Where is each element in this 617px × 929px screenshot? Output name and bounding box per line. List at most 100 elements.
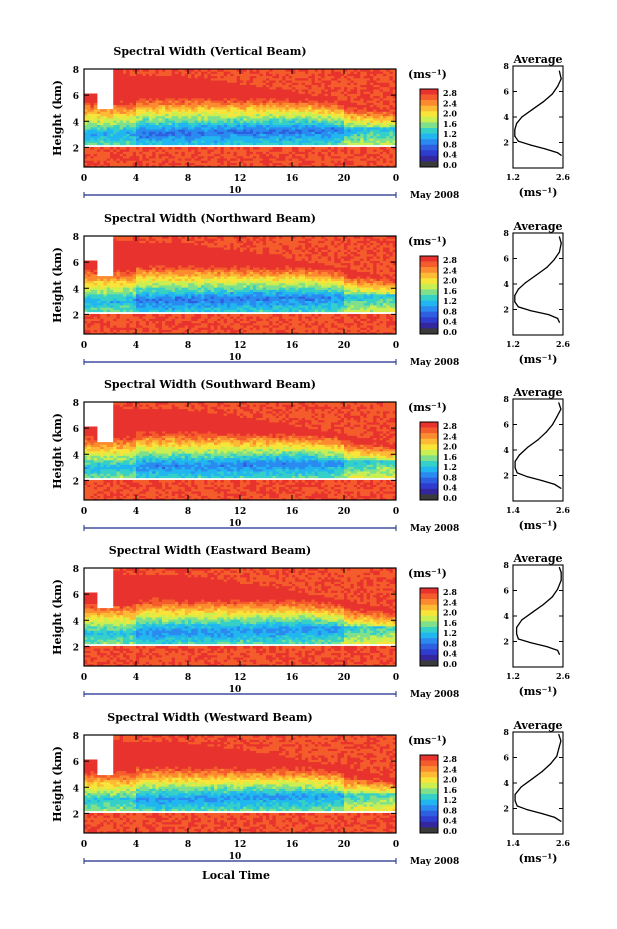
avg-y-tick-label: 4 [503,112,509,122]
heatmap-cell [302,147,306,150]
heatmap-cell [123,147,127,150]
heatmap-cells [84,69,396,167]
average-profile-point [557,152,558,153]
heatmap-cell [328,147,332,150]
heatmap-cell [224,147,228,150]
heatmap-cell [351,147,355,150]
colorbar-tick-label: 0.0 [443,160,457,170]
heatmap-cell [175,147,179,150]
heatmap-cell [104,109,108,112]
heatmap-cell [263,147,267,150]
avg-y-tick-label: 2 [503,138,509,148]
heatmap-cell [104,276,108,279]
x-tick-label: 0 [81,174,87,184]
heatmap-cell [373,147,377,150]
heatmap-cell [100,109,104,112]
heatmap-cell [377,147,381,150]
heatmap-cell [185,147,189,150]
y-tick-label: 2 [73,144,79,154]
heatmap-cell [117,314,121,317]
heatmap-cell [214,147,218,150]
heatmap-cell [100,276,104,279]
heatmap-cell [334,147,338,150]
heatmap-cell [107,314,111,317]
heatmap-cell [94,147,98,150]
heatmap-cell [260,147,264,150]
x-tick-label: 16 [286,174,299,184]
heatmap-cell [110,147,114,150]
heatmap-cell [341,147,345,150]
heatmap-cell [240,147,244,150]
heatmap-cell [91,147,95,150]
colorbar-tick-label: 1.2 [443,129,457,139]
heatmap-cell [169,147,173,150]
heatmap-cell [100,314,104,317]
heatmap-cell [195,147,199,150]
heatmap-cell [133,147,137,150]
colorbar-swatch [420,117,438,123]
heatmap-cell [247,147,251,150]
heatmap-cell [217,147,221,150]
y-tick-label: 4 [73,118,79,128]
average-profile-point [514,136,515,137]
average-profile-point [561,155,562,156]
avg-x-tick-label: 2.6 [556,172,570,182]
heatmap-cell [234,147,238,150]
heatmap-cell [338,147,342,150]
x-tick-label: 0 [393,174,399,184]
heatmap-cell [107,147,111,150]
average-profile-point [521,116,522,117]
average-profile-point [559,71,560,72]
colorbar-tick-label: 2.0 [443,109,457,119]
heatmap-cell [253,147,257,150]
avg-y-tick-label: 8 [503,61,509,71]
heatmap-cell [383,147,387,150]
heatmap-cell [273,147,277,150]
heatmap-cell [97,109,101,112]
average-profile-point [561,78,562,79]
average-title: Average [512,53,562,66]
average-profile-point [516,123,517,124]
colorbar-tick-label: 0.8 [443,139,457,149]
heatmap-cell [94,261,98,264]
heatmap-cell [321,147,325,150]
heatmap-cell [136,147,140,150]
heatmap-cell [130,147,134,150]
y-tick-label: 6 [73,92,79,102]
colorbar-swatch [420,106,438,112]
heatmap-cell [204,147,208,150]
heatmap-cell [149,147,153,150]
heatmap-cell [299,147,303,150]
heatmap-cell [211,147,215,150]
heatmap-cell [159,147,163,150]
heatmap-cell [364,147,368,150]
heatmap-cell [250,147,254,150]
colorbar-swatch [420,145,438,151]
heatmap-cell [357,147,361,150]
heatmap-cell [227,147,231,150]
colorbar-tick-label: 0.4 [443,150,457,160]
heatmap-cell [172,147,176,150]
heatmap-cell [97,314,101,317]
average-profile-point [532,109,533,110]
heatmap-cell [360,147,364,150]
colorbar-swatch [420,139,438,145]
heatmap-cell [104,147,108,150]
heatmap-cell [110,276,114,279]
colorbar-swatch [420,161,438,167]
heatmap-cell [126,147,130,150]
heatmap-cell [347,147,351,150]
heatmap-cell [344,147,348,150]
heatmap-cell [91,261,95,264]
heatmap-cell [104,314,108,317]
average-profile-point [545,148,546,149]
average-profile-point [557,86,558,87]
date-marker: 10 [229,186,242,196]
panel-title: Spectral Width (Vertical Beam) [113,45,306,58]
colorbar-swatch [420,134,438,140]
heatmap-cell [243,147,247,150]
heatmap-cell [370,147,374,150]
average-profile-point [552,93,553,94]
avg-x-tick-label: 1.2 [506,172,520,182]
heatmap-cell [165,147,169,150]
